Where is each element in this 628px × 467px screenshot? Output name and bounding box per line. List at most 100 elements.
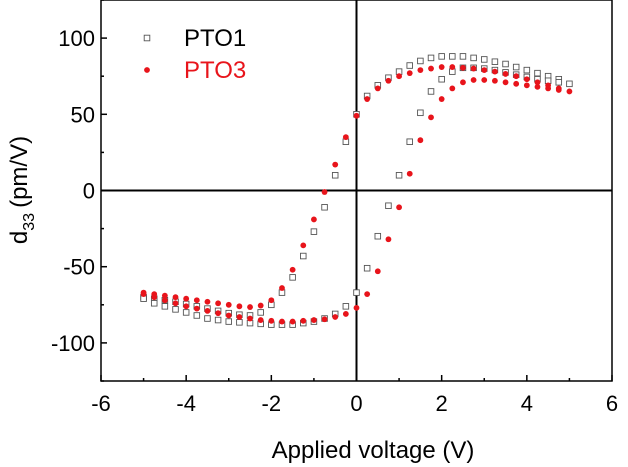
data-point-pto3 <box>140 291 147 298</box>
data-point-pto1 <box>193 312 201 319</box>
data-point-pto3 <box>289 266 296 273</box>
data-point-pto1 <box>566 80 573 88</box>
data-point-pto3 <box>481 67 488 74</box>
data-point-pto3 <box>374 85 381 92</box>
legend-label-pto1: PTO1 <box>184 25 246 52</box>
data-point-pto1 <box>523 66 531 74</box>
data-point-pto3 <box>417 67 424 74</box>
data-point-pto1 <box>417 57 424 65</box>
data-point-pto1 <box>214 316 222 324</box>
data-point-pto1 <box>449 53 456 60</box>
data-point-pto1 <box>342 303 350 310</box>
data-point-pto1 <box>481 56 488 63</box>
data-point-pto3 <box>342 134 349 141</box>
data-point-pto1 <box>236 319 243 326</box>
y-axis-ticks: -100 -50 0 50 100 <box>51 0 107 382</box>
data-point-pto3 <box>172 294 179 301</box>
data-point-pto3 <box>236 314 243 320</box>
data-point-pto1 <box>182 309 190 316</box>
data-point-pto3 <box>470 65 477 72</box>
data-point-pto1 <box>395 172 403 179</box>
x-tick-label: 2 <box>436 391 448 416</box>
data-point-pto3 <box>438 96 445 102</box>
data-point-pto3 <box>417 137 424 144</box>
data-point-pto3 <box>353 112 360 119</box>
x-tick-label: -4 <box>176 391 196 416</box>
data-point-pto3 <box>364 291 371 298</box>
legend-marker-pto3 <box>144 67 150 73</box>
data-point-pto3 <box>332 161 339 168</box>
x-axis-title: Applied voltage (V) <box>272 437 475 464</box>
data-point-pto3 <box>268 297 275 304</box>
y-tick-label: -50 <box>63 255 95 280</box>
data-point-pto3 <box>311 317 317 323</box>
data-point-pto1 <box>406 62 413 69</box>
data-point-pto3 <box>193 297 200 304</box>
data-point-pto3 <box>406 170 413 177</box>
data-point-pto3 <box>566 88 573 95</box>
data-point-pto3 <box>215 300 222 307</box>
data-point-pto3 <box>300 317 307 324</box>
data-point-pto3 <box>204 307 211 314</box>
data-point-pto3 <box>460 79 466 86</box>
data-point-pto3 <box>353 304 360 311</box>
data-point-pto3 <box>438 64 445 70</box>
data-point-pto3 <box>289 318 296 325</box>
data-point-pto1 <box>257 309 264 316</box>
data-point-pto1 <box>150 300 158 307</box>
legend: PTO1 PTO3 <box>143 25 246 84</box>
data-point-pto3 <box>481 77 488 83</box>
data-point-pto3 <box>268 317 275 324</box>
data-point-pto3 <box>470 77 477 83</box>
y-tick-label: -100 <box>51 331 95 356</box>
data-point-pto1 <box>512 63 520 71</box>
data-point-pto3 <box>502 79 509 86</box>
data-point-pto3 <box>161 292 168 299</box>
data-point-pto1 <box>406 138 413 145</box>
x-tick-label: -2 <box>262 391 282 416</box>
data-point-pto3 <box>183 303 190 310</box>
data-point-pto1 <box>204 315 211 322</box>
data-point-pto3 <box>279 285 285 291</box>
data-point-pto1 <box>374 232 382 240</box>
data-point-pto3 <box>374 268 381 275</box>
data-point-pto3 <box>555 87 562 93</box>
data-point-pto3 <box>225 312 232 319</box>
data-point-pto3 <box>396 73 402 80</box>
y-axis-title: d33 (pm/V) <box>6 136 38 244</box>
data-point-pto3 <box>311 216 317 223</box>
data-point-pto1 <box>438 53 445 60</box>
data-point-pto1 <box>534 69 541 77</box>
data-point-pto1 <box>331 172 339 179</box>
data-point-pto3 <box>523 82 530 89</box>
data-point-pto3 <box>321 316 328 323</box>
data-point-pto3 <box>257 302 264 309</box>
data-point-pto1 <box>491 58 499 65</box>
data-point-pto1 <box>161 303 169 310</box>
data-point-pto3 <box>257 317 264 323</box>
data-point-pto3 <box>449 64 456 70</box>
data-point-pto3 <box>491 77 498 84</box>
data-point-pto3 <box>151 294 158 301</box>
data-point-pto3 <box>406 70 413 77</box>
x-tick-label: 0 <box>350 391 362 416</box>
data-point-pto1 <box>427 54 435 62</box>
data-point-pto3 <box>172 300 179 307</box>
x-tick-label: -6 <box>91 391 111 416</box>
data-point-pto3 <box>385 236 392 243</box>
x-axis-ticks: -6 -4 -2 0 2 4 6 <box>91 375 618 416</box>
data-point-pto3 <box>225 301 232 308</box>
data-point-pto3 <box>247 304 253 310</box>
y-axis-title-symbol: d <box>6 231 33 244</box>
data-point-pto3 <box>513 80 520 87</box>
y-tick-label: 50 <box>71 102 95 127</box>
data-point-pto3 <box>364 96 371 102</box>
data-point-pto1 <box>321 204 328 211</box>
data-point-pto3 <box>161 297 168 304</box>
data-point-pto1 <box>438 75 445 83</box>
data-point-pto3 <box>193 305 200 312</box>
data-point-pto1 <box>502 60 509 68</box>
data-point-pto3 <box>236 303 243 310</box>
data-point-pto1 <box>427 88 435 95</box>
